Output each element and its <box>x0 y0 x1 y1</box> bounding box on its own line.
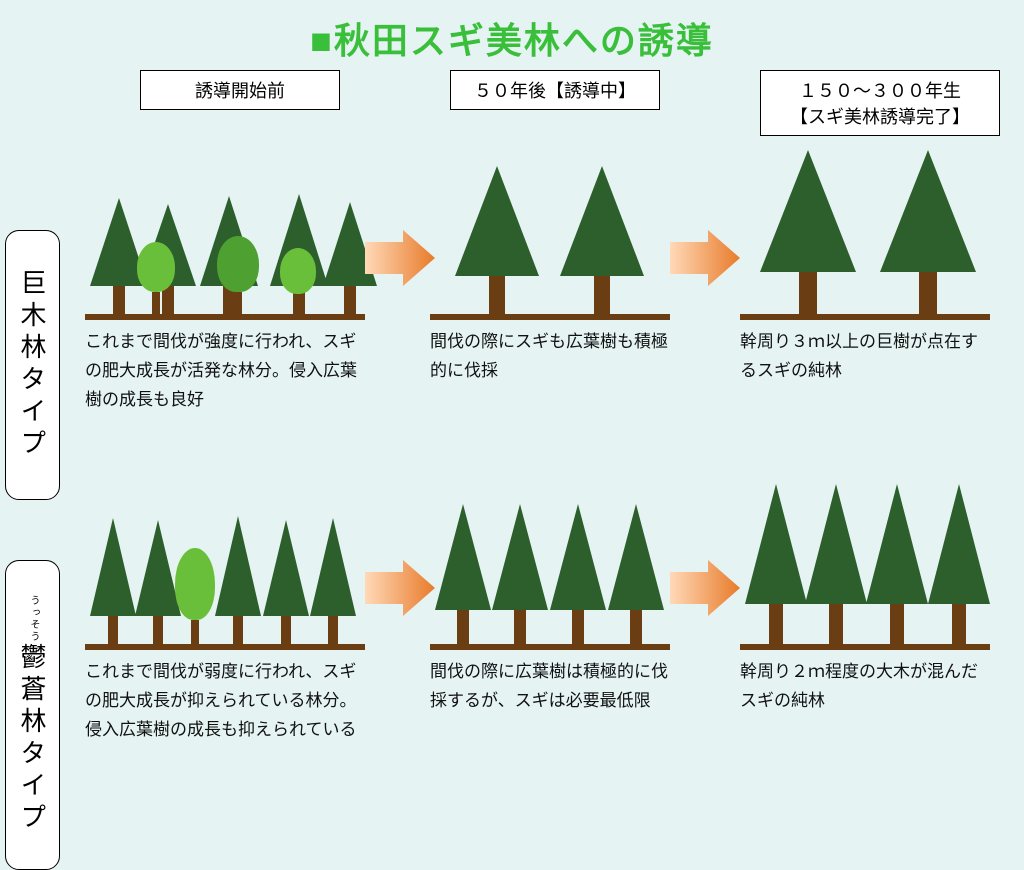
conifer-tree-icon <box>492 501 548 644</box>
page-title: ■秋田スギ美林への誘導 <box>0 0 1024 64</box>
stage-caption: これまで間伐が弱度に行われ、スギの肥大成長が抑えられている林分。侵入広葉樹の成長… <box>85 658 365 745</box>
broadleaf-tree-icon <box>217 236 259 314</box>
forest-stage-1-1: 間伐の際に広葉樹は積極的に伐採するが、スギは必要最低限 <box>430 500 670 716</box>
conifer-tree-icon <box>90 515 136 644</box>
conifer-tree-icon <box>550 501 606 644</box>
stage-caption: 間伐の際にスギも広葉樹も積極的に伐採 <box>430 328 670 386</box>
col-header-2: １５０〜３００年生 【スギ美林誘導完了】 <box>760 70 1000 136</box>
conifer-tree-icon <box>263 517 309 644</box>
row-label-1: うっそう鬱蒼林タイプ <box>5 560 60 870</box>
ground-line <box>740 314 990 320</box>
col-header-1: ５０年後【誘導中】 <box>450 70 660 110</box>
ground-line <box>740 644 990 650</box>
broadleaf-tree-icon <box>175 548 215 644</box>
ground-line <box>85 644 365 650</box>
ground-line <box>85 314 365 320</box>
forest-stage-0-1: 間伐の際にスギも広葉樹も積極的に伐採 <box>430 170 670 386</box>
forest-stage-0-2: 幹周り３ｍ以上の巨樹が点在するスギの純林 <box>740 170 990 386</box>
conifer-tree-icon <box>310 515 356 644</box>
conifer-tree-icon <box>435 501 491 644</box>
conifer-tree-icon <box>928 481 990 644</box>
ground-line <box>430 644 670 650</box>
broadleaf-tree-icon <box>280 248 316 314</box>
forest-stage-1-2: 幹周り２ｍ程度の大木が混んだスギの純林 <box>740 500 990 716</box>
conifer-tree-icon <box>745 481 807 644</box>
conifer-tree-icon <box>608 501 664 644</box>
conifer-tree-icon <box>760 147 856 314</box>
conifer-tree-icon <box>866 481 928 644</box>
stage-caption: 幹周り３ｍ以上の巨樹が点在するスギの純林 <box>740 328 990 386</box>
ground-line <box>430 314 670 320</box>
stage-caption: これまで間伐が強度に行われ、スギの肥大成長が活発な林分。侵入広葉樹の成長も良好 <box>85 328 365 415</box>
row-label-0: 巨木林タイプ <box>5 230 60 500</box>
progress-arrow-icon <box>365 560 435 616</box>
progress-arrow-icon <box>670 230 740 286</box>
progress-arrow-icon <box>670 560 740 616</box>
stage-caption: 幹周り２ｍ程度の大木が混んだスギの純林 <box>740 658 990 716</box>
conifer-tree-icon <box>880 147 976 314</box>
col-header-0: 誘導開始前 <box>140 70 340 110</box>
forest-stage-0-0: これまで間伐が強度に行われ、スギの肥大成長が活発な林分。侵入広葉樹の成長も良好 <box>85 170 365 415</box>
conifer-tree-icon <box>455 163 539 314</box>
stage-caption: 間伐の際に広葉樹は積極的に伐採するが、スギは必要最低限 <box>430 658 670 716</box>
broadleaf-tree-icon <box>137 242 175 314</box>
progress-arrow-icon <box>365 230 435 286</box>
conifer-tree-icon <box>805 481 867 644</box>
conifer-tree-icon <box>560 163 644 314</box>
forest-stage-1-0: これまで間伐が弱度に行われ、スギの肥大成長が抑えられている林分。侵入広葉樹の成長… <box>85 500 365 745</box>
conifer-tree-icon <box>215 513 261 644</box>
